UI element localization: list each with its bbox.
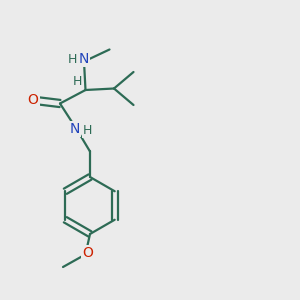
- Text: O: O: [28, 94, 38, 107]
- Text: H: H: [68, 52, 77, 66]
- Text: O: O: [82, 246, 93, 260]
- Text: H: H: [83, 124, 93, 137]
- Text: N: N: [79, 52, 89, 66]
- Text: H: H: [72, 75, 82, 88]
- Text: N: N: [70, 122, 80, 136]
